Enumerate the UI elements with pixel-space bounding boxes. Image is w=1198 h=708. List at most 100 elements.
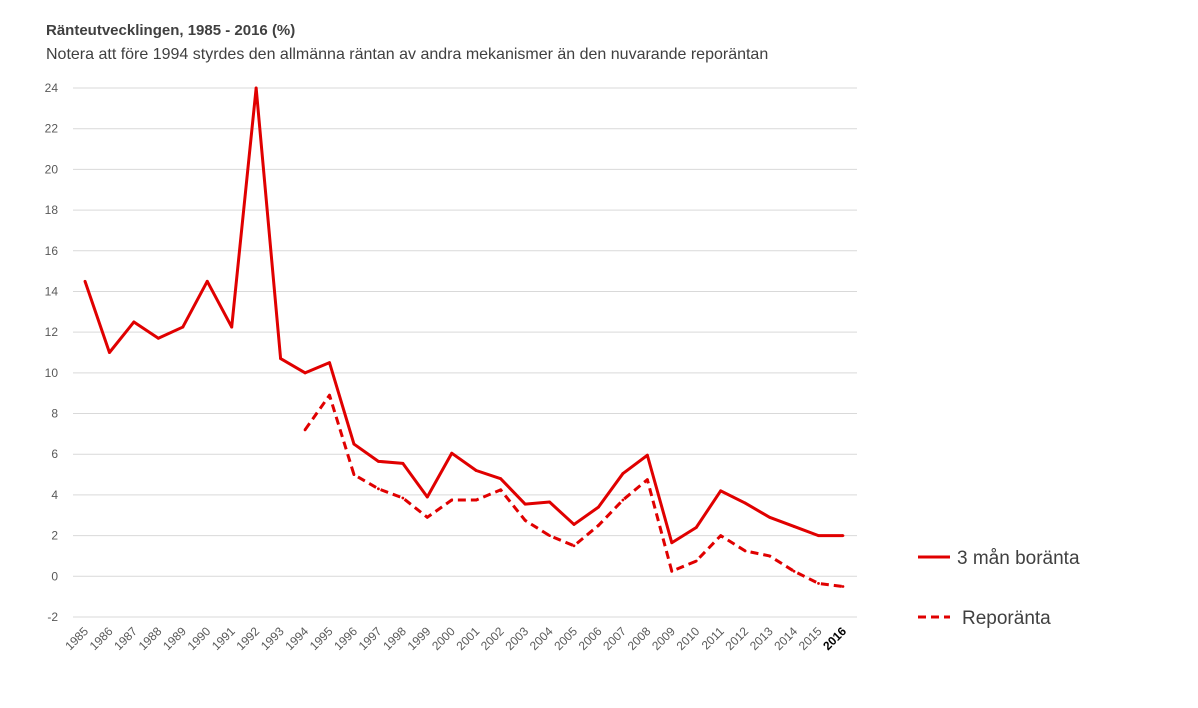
x-tick-label: 1999 — [405, 624, 434, 653]
x-tick-label: 2015 — [796, 624, 825, 653]
x-tick-label: 1985 — [62, 624, 91, 653]
y-tick-label: 18 — [45, 203, 59, 217]
x-tick-label: 2000 — [429, 624, 458, 653]
data-point — [841, 585, 845, 588]
y-tick-label: 16 — [45, 244, 59, 258]
data-point — [303, 428, 307, 432]
data-point — [572, 544, 576, 548]
x-tick-label: 2010 — [674, 624, 703, 653]
data-point — [450, 498, 454, 502]
data-point — [425, 515, 429, 519]
data-point — [719, 489, 723, 493]
y-tick-label: 6 — [51, 447, 58, 461]
data-point — [743, 501, 747, 505]
data-point — [450, 451, 454, 455]
x-tick-label: 2005 — [551, 624, 580, 653]
y-tick-label: 10 — [45, 366, 59, 380]
data-point — [523, 518, 527, 522]
x-tick-label: 1986 — [87, 624, 116, 653]
legend-label-solid: 3 mån boränta — [957, 548, 1080, 569]
data-point — [83, 279, 87, 283]
y-tick-label: 22 — [45, 122, 59, 136]
x-tick-label: 2001 — [454, 624, 483, 653]
y-tick-label: 14 — [45, 284, 59, 298]
x-tick-label: 2008 — [625, 624, 654, 653]
x-tick-label: 1988 — [136, 624, 165, 653]
data-point — [523, 502, 527, 506]
legend: 3 mån boränta Reporänta — [918, 548, 1080, 629]
x-tick-label: 2002 — [478, 624, 507, 653]
x-tick-label: 1996 — [331, 624, 360, 653]
data-point — [254, 86, 258, 90]
x-tick-label: 1998 — [380, 624, 409, 653]
data-point — [768, 515, 771, 519]
x-tick-label: 2013 — [747, 624, 776, 653]
y-tick-label: 8 — [51, 407, 58, 421]
y-tick-label: -2 — [47, 610, 58, 624]
data-point — [597, 505, 600, 509]
x-tick-label: 2012 — [722, 624, 751, 653]
data-point — [181, 325, 185, 329]
x-tick-label: 1992 — [233, 624, 262, 653]
chart-title: Ränteutvecklingen, 1985 - 2016 (%) — [46, 22, 296, 39]
data-point — [279, 357, 282, 361]
y-tick-label: 12 — [45, 325, 59, 339]
x-tick-label: 2007 — [600, 624, 629, 653]
data-point — [328, 361, 331, 365]
x-tick-label: 2016 — [820, 624, 849, 653]
y-tick-label: 2 — [51, 529, 58, 543]
data-point — [694, 559, 698, 563]
data-point — [205, 279, 209, 283]
data-point — [303, 371, 307, 375]
data-point — [474, 498, 478, 502]
data-point — [352, 442, 356, 446]
x-tick-label: 2003 — [502, 624, 531, 653]
data-point — [694, 526, 698, 529]
y-tick-label: 20 — [45, 162, 59, 176]
x-axis-ticks: 1985198619871988198919901991199219931994… — [62, 624, 849, 653]
x-tick-label: 2006 — [576, 624, 605, 653]
x-tick-label: 1990 — [185, 624, 214, 653]
data-point — [768, 554, 771, 558]
y-tick-label: 4 — [51, 488, 58, 502]
data-point — [499, 488, 503, 492]
data-point — [425, 495, 429, 499]
data-point — [401, 461, 405, 465]
legend-label-dashed: Reporänta — [962, 608, 1051, 629]
series-line-reporanta — [303, 393, 844, 588]
data-point — [817, 582, 820, 585]
data-point — [548, 534, 551, 538]
data-point — [377, 487, 380, 491]
data-point — [597, 524, 600, 527]
data-point — [132, 320, 136, 324]
data-point — [499, 477, 503, 481]
data-point — [572, 523, 576, 526]
data-point — [548, 500, 551, 504]
data-point — [328, 393, 331, 397]
y-tick-label: 0 — [51, 569, 58, 583]
data-point — [743, 549, 747, 553]
data-point — [645, 453, 649, 457]
x-tick-label: 1991 — [209, 624, 238, 653]
series-line-3man-boranta — [83, 86, 843, 545]
x-tick-label: 1993 — [258, 624, 287, 653]
data-point — [670, 569, 674, 573]
data-point — [792, 569, 796, 573]
x-tick-label: 1994 — [282, 624, 311, 653]
data-point — [621, 498, 625, 502]
data-point — [108, 351, 111, 354]
x-tick-label: 2014 — [771, 624, 800, 653]
series-lines — [83, 86, 845, 588]
data-point — [230, 325, 234, 329]
data-point — [156, 336, 160, 340]
data-point — [621, 472, 625, 475]
data-point — [352, 473, 356, 476]
x-tick-label: 1987 — [111, 624, 140, 653]
chart-subtitle: Notera att före 1994 styrdes den allmänn… — [46, 46, 769, 63]
data-point — [377, 459, 380, 463]
x-tick-label: 2011 — [699, 624, 727, 652]
data-point — [841, 534, 845, 538]
x-tick-label: 2009 — [649, 624, 678, 653]
